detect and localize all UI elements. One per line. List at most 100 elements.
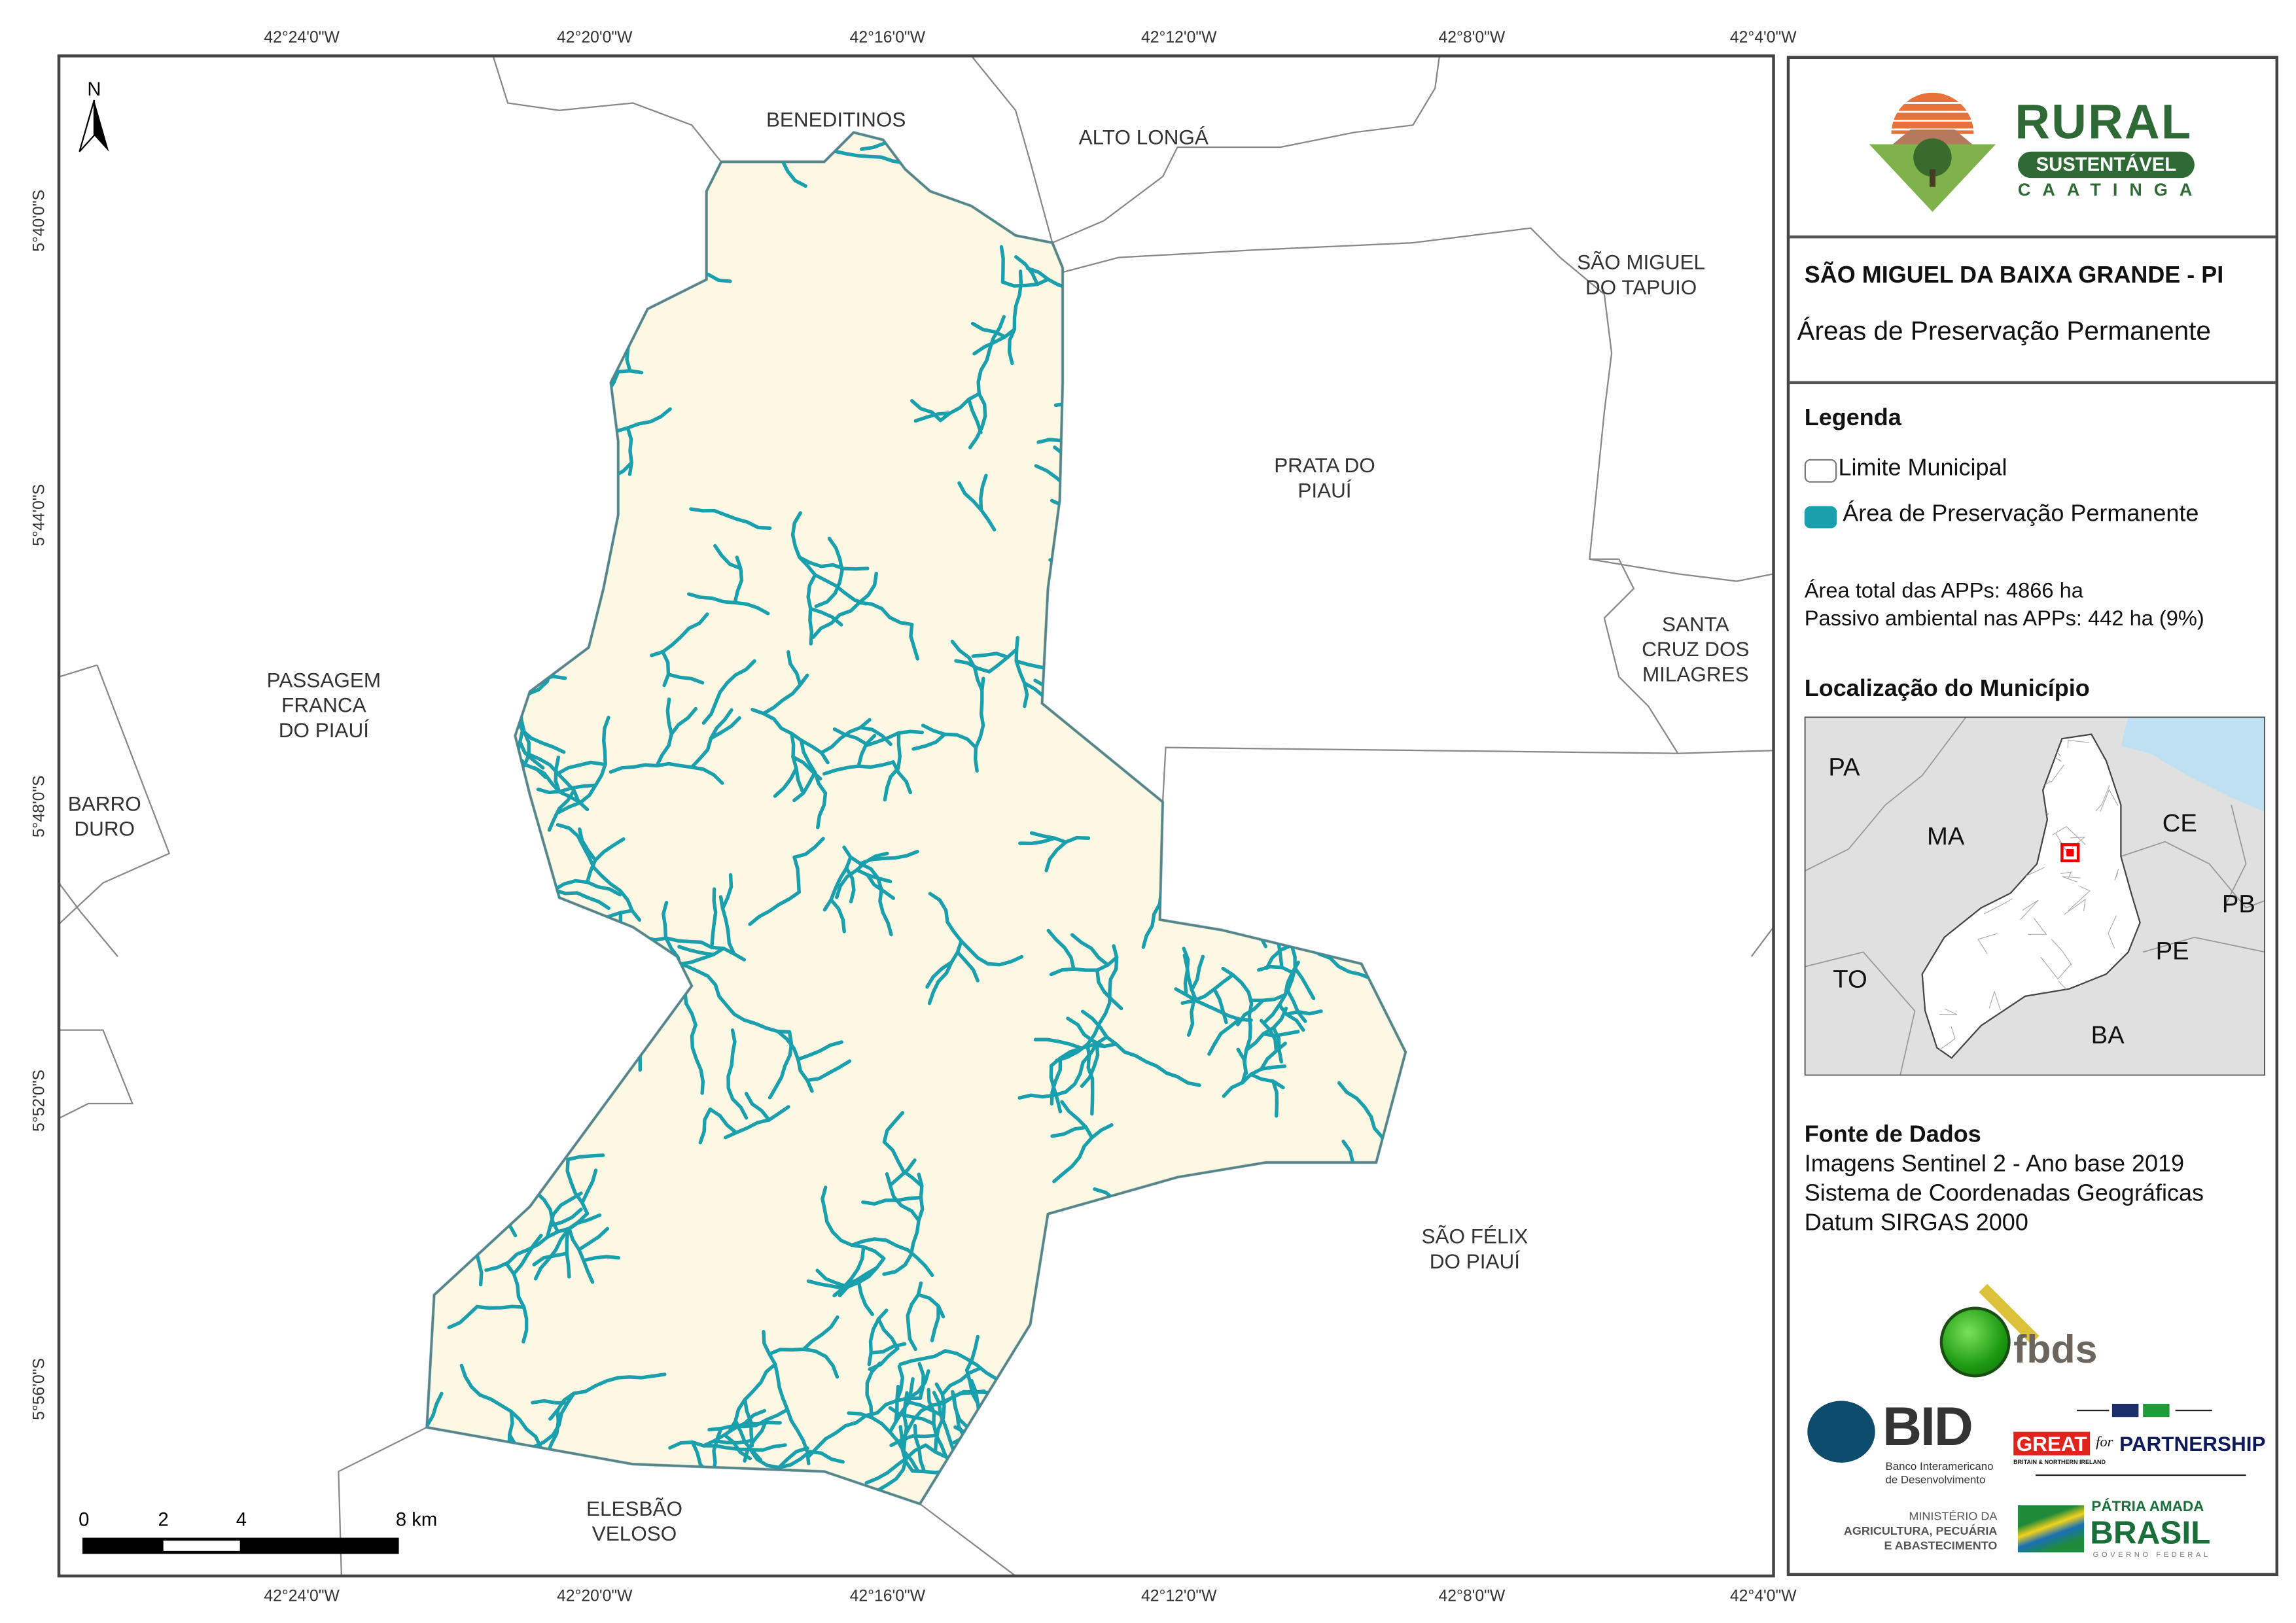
river-segment [807,1450,845,1464]
river-segment [1207,1017,1242,1056]
river-segment [580,1168,598,1205]
river-segment [865,1361,882,1420]
river-segment [911,732,947,751]
river-segment [578,827,597,862]
river-segment [1060,1100,1094,1140]
river-segment [504,1262,529,1344]
river-segment [1000,277,1050,288]
river-segment [1063,1035,1109,1094]
river-segment [898,1425,915,1473]
river-segment [1286,988,1307,1023]
inset-municipal-line [2100,789,2119,812]
river-segment [548,1372,667,1421]
river-segment [718,895,736,956]
river-segment [427,1391,444,1457]
label-sao-felix-do-piaui: SÃO FÉLIX DO PIAUÍ [1422,1225,1528,1273]
river-segment [1052,1123,1114,1183]
divider [2035,1474,2246,1476]
river-segment [554,756,561,794]
river-segment [733,555,744,605]
divider [1790,235,2276,239]
river-segment [1245,1006,1288,1052]
river-segment [709,716,741,741]
great-sub: BRITAIN & NORTHERN IRELAND [2013,1458,2106,1466]
river-segment [1190,954,1205,992]
label-beneditinos: BENEDITINOS [766,107,906,131]
lon-tick-bottom: 42°16'0"W [850,1587,926,1605]
lon-tick-top: 42°16'0"W [850,29,926,46]
river-segment [1044,835,1091,873]
scale-label: 2 [158,1510,169,1531]
river-segment [545,1191,583,1239]
logo-sustentavel: SUSTENTÁVEL [2017,151,2195,179]
brazil-flag-icon [2143,1403,2170,1418]
river-segment [1050,1125,1088,1138]
river-segment [927,939,963,1005]
river-segment [806,1279,845,1290]
scale-label: 4 [236,1510,247,1531]
graticule-ticks: 42°24'0"W 42°20'0"W 42°16'0"W 42°12'0"W … [30,29,1797,1605]
inset-municipal-line [2068,886,2091,911]
river-segment [708,1107,738,1135]
river-segment [876,1317,900,1351]
river-segment [883,766,900,802]
north-label: N [87,79,101,100]
state-label: PB [2222,890,2255,918]
label-prata-do-piaui: PRATA DO PIAUÍ [1274,453,1375,502]
river-segment [1271,1026,1284,1064]
river-segment [792,771,817,803]
river-segment [689,507,772,531]
river-segment [701,659,756,725]
river-segment [790,731,804,793]
river-segment [1049,955,1119,977]
river-segment [906,1281,923,1352]
river-segment [816,791,828,829]
fbds-logo-icon [1939,1306,2011,1378]
map-frame [57,54,1775,1578]
river-segment [940,1366,983,1397]
great-logo: GREAT [2013,1431,2091,1456]
fbds-logo-text: fbds [2013,1327,2098,1372]
river-segment [1256,964,1294,975]
river-segment [857,1280,874,1316]
neighbor-boundaries [58,56,1774,1577]
river-segment [1080,1041,1100,1088]
river-segment [866,873,896,900]
river-segment [868,1346,900,1371]
uk-flag-icon [2111,1403,2139,1418]
river-segment [532,765,582,805]
lat-tick: 5°44'0"S [30,484,48,546]
river-segment [1018,836,1057,846]
rural-sustentavel-logo-icon [1869,92,1996,212]
lon-tick-top: 42°4'0"W [1730,29,1797,46]
inset-municipal-line [2052,826,2086,845]
river-segment [475,1304,526,1310]
river-segment [1014,635,1029,708]
river-segment [626,426,633,476]
river-segment [768,1347,839,1379]
inset-municipal-line [1977,933,1998,954]
brasil-logo-2: BRASIL [2090,1514,2211,1551]
river-segment [842,845,893,937]
river-segment [565,1228,571,1279]
brasil-logo-1: PÁTRIA AMADA [2091,1499,2204,1516]
river-segment [749,1448,812,1470]
river-segment [775,1029,814,1093]
lon-tick-bottom: 42°20'0"W [557,1587,633,1605]
bid-sub: de Desenvolvimento [1885,1473,1986,1486]
source-line: Sistema de Coordenadas Geográficas [1804,1181,2204,1207]
river-segment [687,592,770,616]
legend-heading: Legenda [1804,406,1901,432]
river-segment [799,738,828,795]
river-segment [867,1308,889,1367]
river-segment [889,1433,938,1448]
legend-outline-symbol [1804,459,1837,483]
river-segment [1029,831,1068,845]
lat-tick: 5°48'0"S [30,775,48,837]
legend-item-limite: Limite Municipal [1838,456,2007,481]
inset-municipal-line [2040,956,2072,980]
river-segment [552,888,611,911]
scale-label: 0 [79,1510,89,1531]
river-segment [950,639,984,692]
